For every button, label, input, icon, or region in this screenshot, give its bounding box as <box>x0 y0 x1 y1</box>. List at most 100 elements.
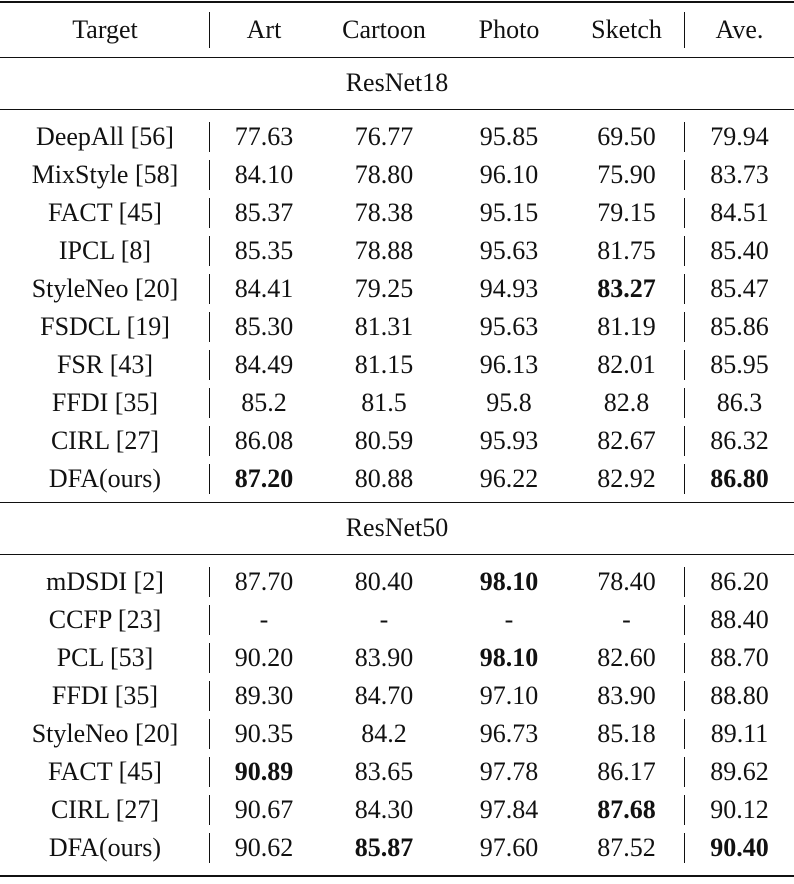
cell-ave: 89.11 <box>710 719 769 748</box>
cell-art: 89.30 <box>234 681 294 710</box>
cell-art: 84.10 <box>234 160 294 189</box>
cell-sketch: 86.17 <box>568 757 685 787</box>
method-name: FACT [45] <box>0 198 210 228</box>
cell-art: 85.2 <box>241 388 287 417</box>
table-row: mDSDI [2] 87.70 80.40 98.10 78.40 86.20 <box>0 563 794 601</box>
cell-ave: 88.70 <box>710 643 769 672</box>
cell-photo: 95.15 <box>479 198 539 227</box>
method-name: DFA(ours) <box>0 833 210 863</box>
group-title: ResNet50 <box>345 513 449 542</box>
cell-cartoon: 84.2 <box>361 719 407 748</box>
cell-ave: 88.40 <box>710 605 769 634</box>
cell-cartoon: 80.59 <box>354 426 414 455</box>
cell-art: 85.37 <box>234 198 294 227</box>
table-row: FSDCL [19] 85.30 81.31 95.63 81.19 85.86 <box>0 308 794 346</box>
table-row: PCL [53] 90.20 83.90 98.10 82.60 88.70 <box>0 639 794 677</box>
cell-sketch: 82.01 <box>568 350 685 380</box>
cell-photo: 96.73 <box>479 719 539 748</box>
cell-photo: 96.22 <box>479 464 539 493</box>
cell-cartoon: 84.70 <box>354 681 414 710</box>
table-row: FFDI [35] 85.2 81.5 95.8 82.8 86.3 <box>0 384 794 422</box>
cell-photo: 97.10 <box>479 681 539 710</box>
method-name: FFDI [35] <box>0 681 210 711</box>
method-name: CIRL [27] <box>0 795 210 825</box>
table-row: IPCL [8] 85.35 78.88 95.63 81.75 85.40 <box>0 232 794 270</box>
cell-sketch: 82.60 <box>568 643 685 673</box>
cell-ave: 84.51 <box>710 198 769 227</box>
method-name: DFA(ours) <box>0 464 210 494</box>
cell-photo: 97.60 <box>479 833 539 862</box>
cell-ave: 88.80 <box>710 681 769 710</box>
cell-ave: 86.3 <box>716 388 763 417</box>
cell-cartoon: 80.88 <box>354 464 414 493</box>
cell-art: 77.63 <box>234 122 294 151</box>
cell-cartoon: 81.15 <box>354 350 414 379</box>
cell-art: 90.89 <box>234 757 294 786</box>
cell-ave: 90.40 <box>710 833 769 862</box>
group-title: ResNet18 <box>345 68 449 97</box>
cell-sketch: 83.27 <box>568 274 685 304</box>
cell-art: 90.62 <box>234 833 294 862</box>
method-name: FSDCL [19] <box>0 312 210 342</box>
cell-cartoon: 83.90 <box>354 643 414 672</box>
cell-sketch: 75.90 <box>568 160 685 190</box>
cell-ave: 85.40 <box>710 236 769 265</box>
table-row: FACT [45] 90.89 83.65 97.78 86.17 89.62 <box>0 753 794 791</box>
cell-photo: 97.78 <box>479 757 539 786</box>
method-name: IPCL [8] <box>0 236 210 266</box>
cell-sketch: 81.19 <box>568 312 685 342</box>
cell-photo: 95.8 <box>486 388 532 417</box>
cell-art: 86.08 <box>234 426 294 455</box>
cell-ave: 85.95 <box>710 350 769 379</box>
header-ave: Ave. <box>715 15 764 44</box>
table-row: CIRL [27] 90.67 84.30 97.84 87.68 90.12 <box>0 791 794 829</box>
cell-ave: 79.94 <box>710 122 769 151</box>
method-name: DeepAll [56] <box>0 122 210 152</box>
cell-ave: 86.80 <box>710 464 769 493</box>
method-name: FFDI [35] <box>0 388 210 418</box>
cell-cartoon: 79.25 <box>354 274 414 303</box>
method-name: MixStyle [58] <box>0 160 210 190</box>
cell-art: 85.30 <box>234 312 294 341</box>
method-name: StyleNeo [20] <box>0 274 210 304</box>
cell-sketch: 82.8 <box>568 388 685 418</box>
cell-photo: 94.93 <box>479 274 539 303</box>
cell-photo: - <box>504 605 514 634</box>
cell-sketch: 82.92 <box>568 464 685 494</box>
cell-ave: 86.32 <box>710 426 769 455</box>
table-row: StyleNeo [20] 84.41 79.25 94.93 83.27 85.47 <box>0 270 794 308</box>
cell-cartoon: 76.77 <box>354 122 414 151</box>
cell-ave: 86.20 <box>710 567 769 596</box>
cell-photo: 95.63 <box>479 312 539 341</box>
table-row: FSR [43] 84.49 81.15 96.13 82.01 85.95 <box>0 346 794 384</box>
cell-art: 90.20 <box>234 643 294 672</box>
cell-cartoon: 78.80 <box>354 160 414 189</box>
cell-sketch: 69.50 <box>568 122 685 152</box>
cell-cartoon: - <box>379 605 389 634</box>
cell-photo: 95.85 <box>479 122 539 151</box>
cell-cartoon: 83.65 <box>354 757 414 786</box>
header-row: Target Art Cartoon Photo Sketch Ave. <box>0 3 794 57</box>
table-row: MixStyle [58] 84.10 78.80 96.10 75.90 83.73 <box>0 156 794 194</box>
table-row: CCFP [23] - - - -88.40 <box>0 601 794 639</box>
cell-photo: 95.93 <box>479 426 539 455</box>
cell-art: 87.20 <box>234 464 294 493</box>
cell-art: 84.41 <box>234 274 294 303</box>
cell-sketch: 87.68 <box>568 795 685 825</box>
cell-ave: 85.86 <box>710 312 769 341</box>
cell-cartoon: 84.30 <box>354 795 414 824</box>
cell-cartoon: 80.40 <box>354 567 414 596</box>
table-row: FACT [45] 85.37 78.38 95.15 79.15 84.51 <box>0 194 794 232</box>
method-name: mDSDI [2] <box>0 567 210 597</box>
table-row: DFA(ours) 87.20 80.88 96.22 82.92 86.80 <box>0 460 794 498</box>
cell-art: 85.35 <box>234 236 294 265</box>
method-name: FSR [43] <box>0 350 210 380</box>
cell-cartoon: 78.88 <box>354 236 414 265</box>
cell-photo: 96.10 <box>479 160 539 189</box>
group-rule <box>0 502 794 504</box>
method-name: PCL [53] <box>0 643 210 673</box>
cell-cartoon: 78.38 <box>354 198 414 227</box>
header-art: Art <box>246 15 282 44</box>
cell-ave: 90.12 <box>710 795 769 824</box>
cell-sketch: 82.67 <box>568 426 685 456</box>
